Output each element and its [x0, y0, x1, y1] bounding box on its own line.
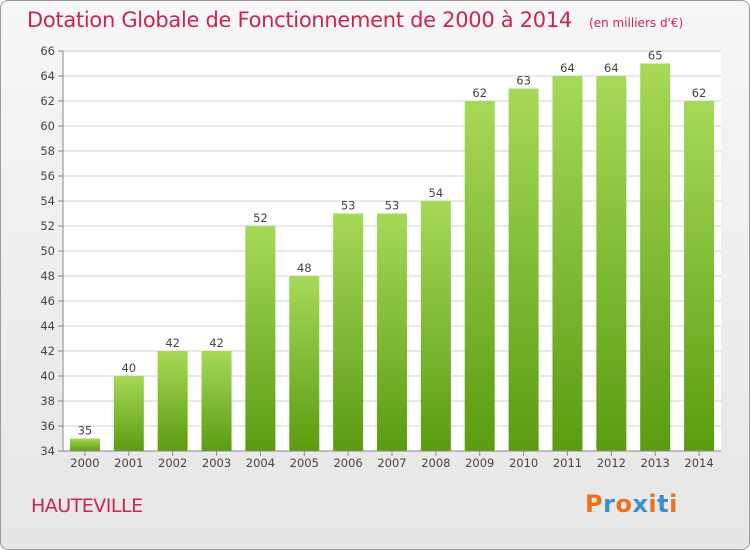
chart-title: Dotation Globale de Fonctionnement de 20… [27, 8, 572, 32]
y-tick-label: 60 [40, 119, 55, 133]
y-tick-label: 42 [40, 344, 55, 358]
logo-letter: i [669, 490, 678, 518]
y-tick-label: 50 [40, 244, 55, 258]
y-tick-label: 48 [40, 269, 55, 283]
x-tick-label-2000: 2000 [70, 456, 99, 470]
bar-2011 [552, 76, 583, 451]
title-row: Dotation Globale de Fonctionnement de 20… [27, 8, 683, 32]
y-tick-label: 64 [40, 69, 55, 83]
bar-2012 [596, 76, 627, 451]
bar-2010 [508, 88, 539, 451]
logo-letter: o [615, 490, 633, 518]
bar-2006 [333, 213, 364, 451]
bar-2014 [684, 101, 715, 451]
x-tick-label-2011: 2011 [553, 456, 582, 470]
y-tick-label: 58 [40, 144, 55, 158]
bar-2000 [69, 438, 100, 451]
y-tick-label: 56 [40, 169, 55, 183]
x-tick-label-2001: 2001 [114, 456, 143, 470]
x-tick-label-2002: 2002 [158, 456, 187, 470]
bar-2003 [201, 351, 232, 451]
logo-letter: x [632, 490, 649, 518]
value-label-2007: 53 [385, 199, 400, 213]
y-tick-label: 40 [40, 369, 55, 383]
bar-2013 [640, 63, 671, 451]
x-tick-label-2014: 2014 [684, 456, 713, 470]
commune-name: HAUTEVILLE [31, 495, 143, 517]
x-tick-label-2006: 2006 [333, 456, 362, 470]
x-tick-label-2013: 2013 [641, 456, 670, 470]
x-tick-label-2008: 2008 [421, 456, 450, 470]
y-tick-label: 36 [40, 419, 55, 433]
y-tick-label: 66 [40, 44, 55, 58]
y-tick-label: 38 [40, 394, 55, 408]
y-tick-label: 62 [40, 94, 55, 108]
bar-2001 [113, 376, 144, 451]
x-tick-label-2005: 2005 [290, 456, 319, 470]
value-label-2002: 42 [165, 336, 180, 350]
bar-2005 [289, 276, 320, 451]
value-label-2003: 42 [209, 336, 224, 350]
y-tick-label: 46 [40, 294, 55, 308]
value-label-2001: 40 [121, 361, 136, 375]
bars [69, 63, 715, 451]
value-label-2005: 48 [297, 261, 312, 275]
axes: 34 36 38 40 42 44 46 48 50 52 54 56 58 60 62 64 66 2000 20… [40, 44, 721, 470]
value-label-2009: 62 [472, 86, 487, 100]
logo-letter: i [648, 490, 658, 518]
x-tick-label-2010: 2010 [509, 456, 538, 470]
logo-letter: r [603, 490, 616, 518]
value-label-2004: 52 [253, 211, 268, 225]
value-label-2008: 54 [429, 186, 444, 200]
x-tick-label-2003: 2003 [202, 456, 231, 470]
y-tick-label: 44 [40, 319, 55, 333]
value-label-2010: 63 [516, 74, 531, 88]
bar-2004 [245, 226, 276, 451]
bar-2009 [464, 101, 495, 451]
value-labels: 35 40 42 42 52 48 53 53 54 62 63 64 64 65 62 [78, 49, 707, 438]
y-tick-label: 52 [40, 219, 55, 233]
value-label-2013: 65 [648, 49, 663, 63]
chart-unit: (en milliers d'€) [589, 16, 684, 30]
value-label-2014: 62 [692, 86, 707, 100]
value-label-2006: 53 [341, 199, 356, 213]
x-tick-label-2007: 2007 [377, 456, 406, 470]
bar-2008 [420, 201, 451, 451]
logo-letter: P [585, 490, 604, 518]
proxiti-logo: Proxiti [585, 490, 678, 518]
y-tick-label: 54 [40, 194, 55, 208]
logo-letter: t [657, 490, 670, 518]
x-tick-label-2012: 2012 [597, 456, 626, 470]
x-tick-label-2004: 2004 [246, 456, 275, 470]
value-label-2000: 35 [78, 424, 93, 438]
bar-2007 [377, 213, 407, 451]
value-label-2011: 64 [560, 61, 575, 75]
value-label-2012: 64 [604, 61, 619, 75]
y-tick-label: 34 [40, 444, 55, 458]
bar-2002 [157, 351, 188, 451]
x-tick-label-2009: 2009 [465, 456, 494, 470]
